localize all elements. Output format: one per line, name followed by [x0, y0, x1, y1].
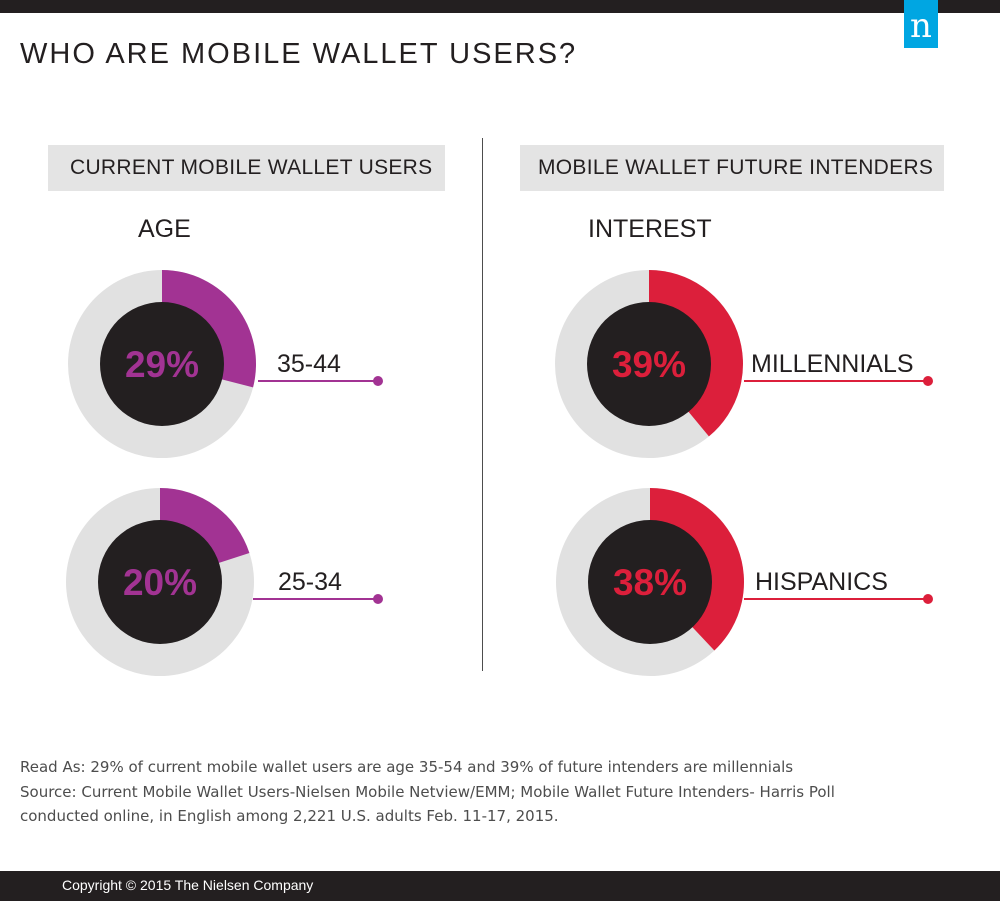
section-subheader-interest: INTEREST — [588, 215, 712, 243]
leader-dot-25-34 — [373, 594, 383, 604]
footnote-source-line-2: conducted online, in English among 2,221… — [20, 807, 559, 825]
footnote-source-line-1: Source: Current Mobile Wallet Users-Niel… — [20, 782, 835, 801]
leader-dot-35-44 — [373, 376, 383, 386]
footnote: Read As: 29% of current mobile wallet us… — [20, 755, 940, 829]
donut-center-hispanics — [588, 520, 712, 644]
value-label-hispanics: 38% — [613, 562, 687, 603]
category-label-25-34: 25-34 — [278, 568, 342, 596]
footnote-read-as: Read As: 29% of current mobile wallet us… — [20, 758, 794, 776]
section-subheader-age: AGE — [138, 215, 191, 243]
logo-letter: n — [910, 6, 932, 46]
page-title: WHO ARE MOBILE WALLET USERS? — [20, 38, 578, 70]
copyright-text: Copyright © 2015 The Nielsen Company — [62, 877, 314, 893]
category-label-hispanics: HISPANICS — [755, 568, 888, 596]
top-bar — [0, 0, 1000, 13]
value-label-millennials: 39% — [612, 344, 686, 385]
nielsen-logo: n — [904, 0, 938, 48]
section-header-current-users: CURRENT MOBILE WALLET USERS — [48, 145, 445, 191]
bottom-bar: Copyright © 2015 The Nielsen Company — [0, 871, 1000, 901]
category-label-35-44: 35-44 — [277, 350, 341, 378]
donut-center-25-34 — [98, 520, 222, 644]
donut-center-millennials — [587, 302, 711, 426]
value-label-25-34: 20% — [123, 562, 197, 603]
leader-dot-millennials — [923, 376, 933, 386]
section-divider — [482, 138, 483, 671]
leader-dot-hispanics — [923, 594, 933, 604]
donut-center-35-44 — [100, 302, 224, 426]
category-label-millennials: MILLENNIALS — [751, 350, 914, 378]
value-label-35-44: 29% — [125, 344, 199, 385]
section-header-future-intenders: MOBILE WALLET FUTURE INTENDERS — [520, 145, 944, 191]
